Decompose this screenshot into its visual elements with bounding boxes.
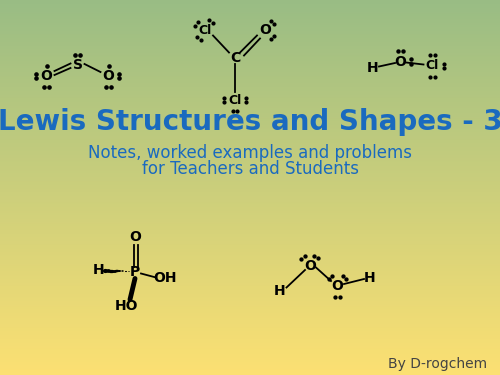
Text: Lewis Structures and Shapes - 3: Lewis Structures and Shapes - 3 xyxy=(0,108,500,136)
Text: S: S xyxy=(72,58,83,72)
Text: O: O xyxy=(129,230,141,243)
Text: H: H xyxy=(274,284,286,298)
Text: By D-rogchem: By D-rogchem xyxy=(388,357,488,371)
Text: P: P xyxy=(130,266,140,279)
Text: H: H xyxy=(93,263,105,277)
Text: O: O xyxy=(332,279,344,293)
Text: H: H xyxy=(366,60,378,75)
Text: O: O xyxy=(304,259,316,273)
Text: Cl: Cl xyxy=(426,60,439,72)
Text: O: O xyxy=(102,69,115,83)
Text: HO: HO xyxy=(114,300,138,314)
Text: Notes, worked examples and problems: Notes, worked examples and problems xyxy=(88,144,412,162)
Text: O: O xyxy=(259,23,271,37)
Text: H: H xyxy=(364,270,376,285)
Text: for Teachers and Students: for Teachers and Students xyxy=(142,160,358,178)
Text: O: O xyxy=(40,69,52,83)
Text: C: C xyxy=(230,51,240,64)
Text: Cl: Cl xyxy=(228,93,241,106)
Text: OH: OH xyxy=(153,272,177,285)
Text: Cl: Cl xyxy=(198,24,211,36)
Text: O: O xyxy=(394,54,406,69)
